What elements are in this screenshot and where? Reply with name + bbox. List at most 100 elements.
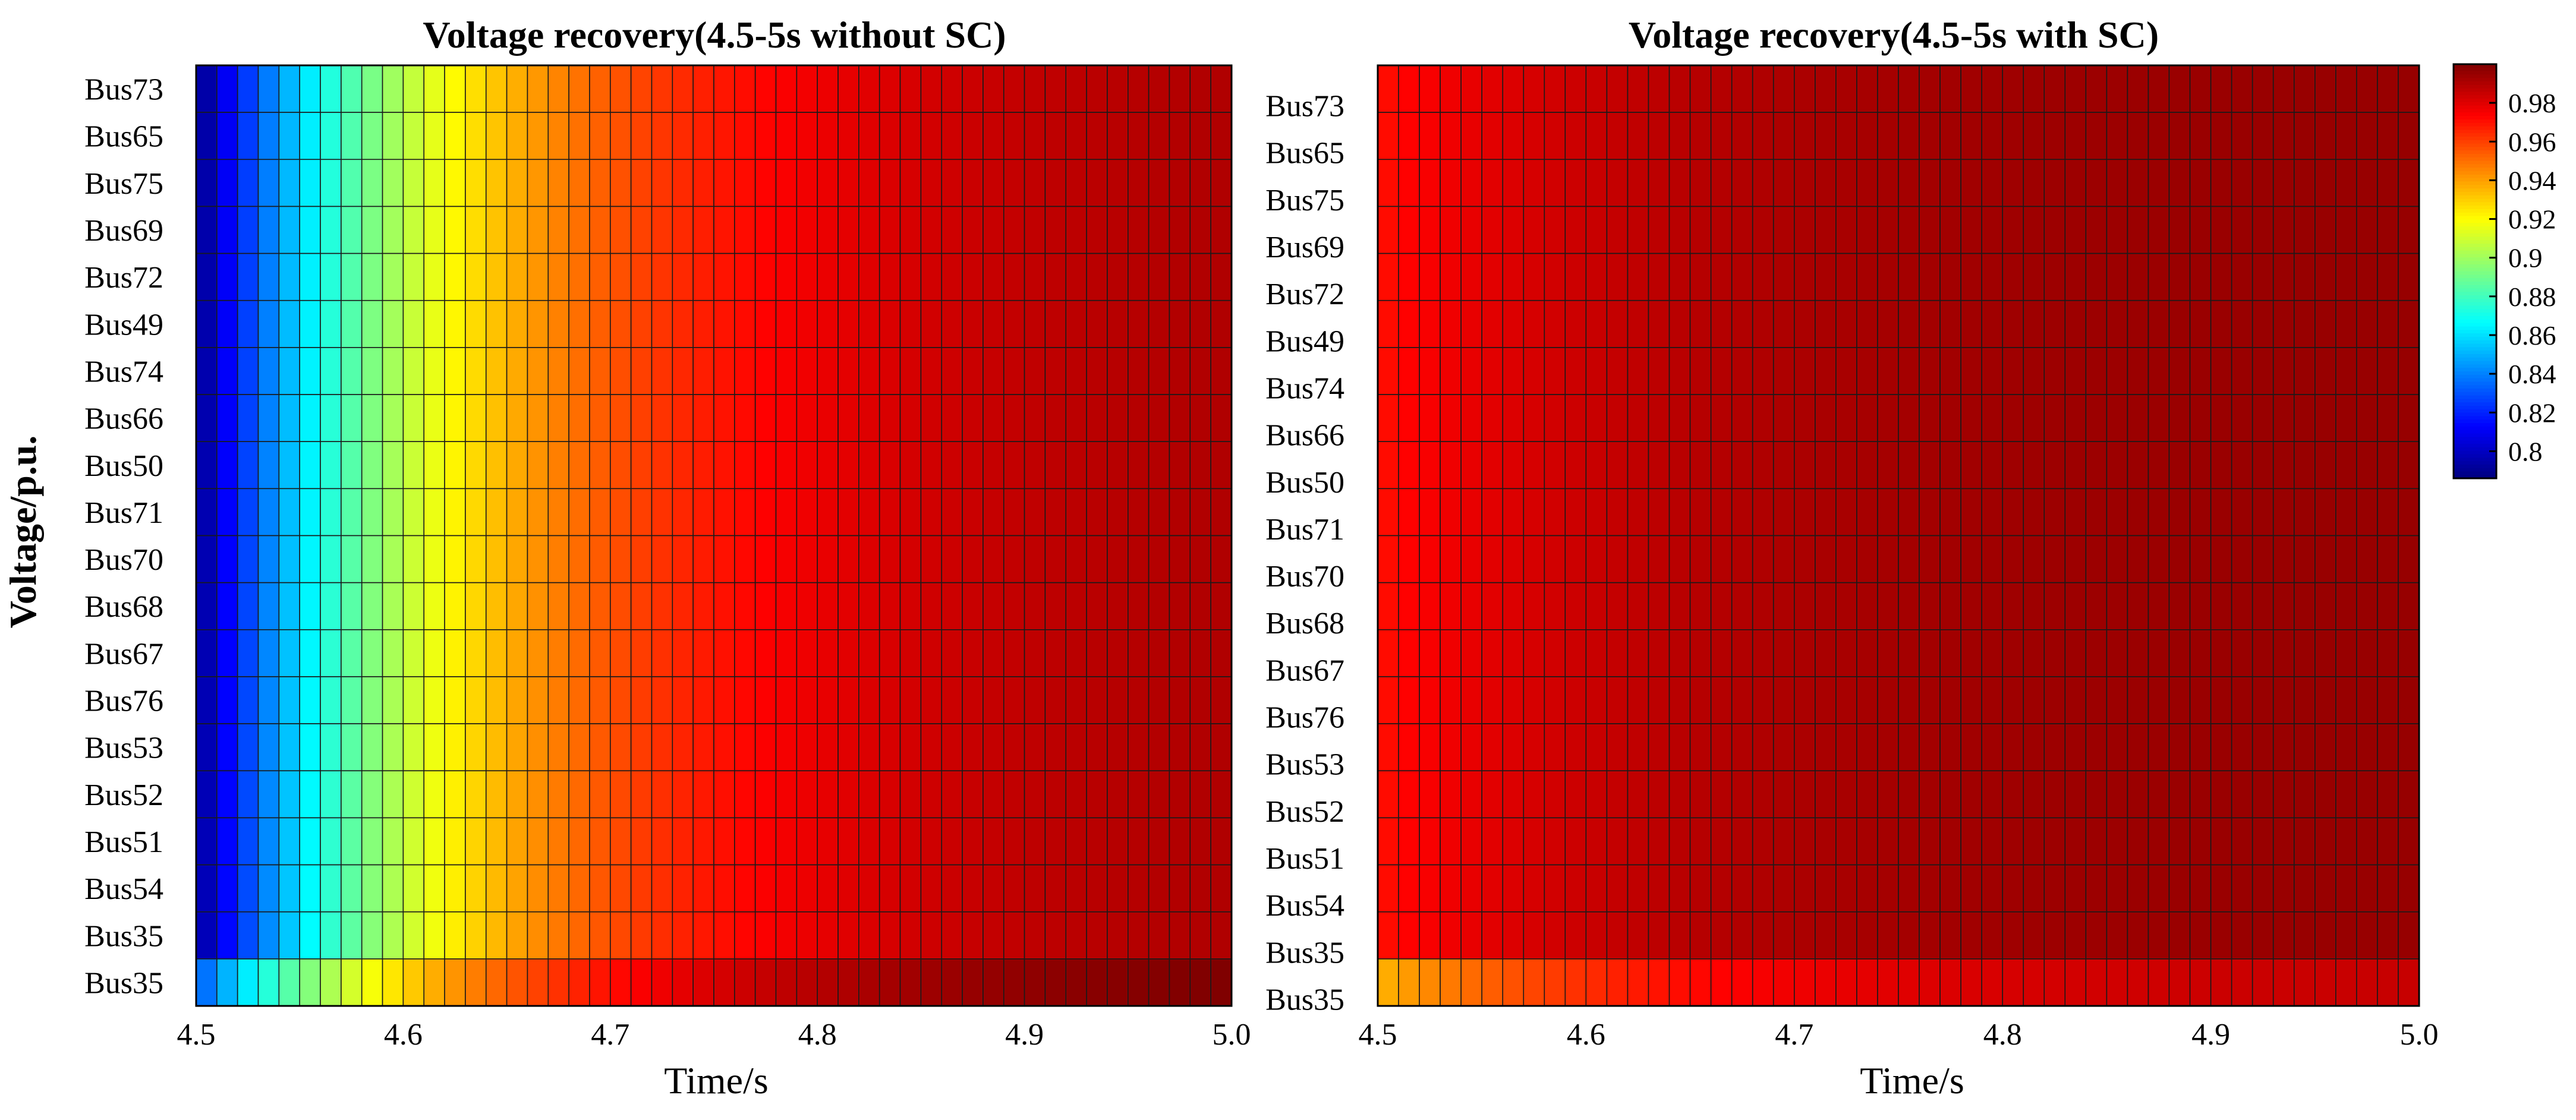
colorbar-segment <box>2454 409 2496 414</box>
right-cell <box>1648 112 1670 160</box>
right-cell <box>1564 347 1587 395</box>
right-cell <box>1502 441 1525 490</box>
colorbar-segment <box>2454 95 2496 99</box>
left-cell <box>713 676 735 724</box>
right-cell <box>2127 347 2149 395</box>
colorbar-segment <box>2454 191 2496 196</box>
right-cell <box>1377 629 1399 677</box>
right-cell <box>2064 488 2087 537</box>
right-cell <box>2023 723 2045 772</box>
colorbar-segment <box>2454 188 2496 193</box>
left-cell <box>754 676 777 724</box>
left-cell <box>1107 958 1129 1007</box>
left-cell <box>962 582 984 630</box>
right-cell <box>2210 65 2232 113</box>
right-cell <box>1564 112 1587 160</box>
left-cell <box>320 347 342 395</box>
right-cell <box>1668 394 1691 442</box>
left-cell <box>610 864 632 913</box>
left-cell <box>775 629 798 677</box>
left-cell <box>1086 394 1108 442</box>
right-cell <box>1523 112 1545 160</box>
colorbar-segment <box>2454 468 2496 472</box>
right-cell <box>1398 253 1420 301</box>
left-cell <box>382 347 404 395</box>
right-cell <box>2106 206 2128 254</box>
right-cell <box>1689 629 1712 677</box>
right-cell <box>1877 723 1899 772</box>
left-cell <box>320 441 342 490</box>
right-cell <box>2398 817 2420 866</box>
right-cell <box>2251 347 2274 395</box>
left-cell <box>941 112 963 160</box>
left-cell <box>692 159 714 207</box>
right-cell <box>2085 206 2108 254</box>
left-cell <box>651 65 673 113</box>
left-cell <box>1210 253 1232 301</box>
left-cell <box>320 864 342 913</box>
right-cell <box>1544 770 1566 819</box>
right-cell <box>2043 159 2066 207</box>
right-cell <box>1856 206 1878 254</box>
left-cell <box>837 958 859 1007</box>
right-cell <box>2064 112 2087 160</box>
left-cell <box>299 253 321 301</box>
right-cell <box>1564 582 1587 630</box>
right-cell <box>2335 299 2357 348</box>
right-cell <box>2002 723 2024 772</box>
left-cell <box>610 253 632 301</box>
left-cell <box>899 864 922 913</box>
right-cell <box>1502 629 1525 677</box>
colorbar-segment <box>2454 302 2496 307</box>
right-cell <box>1689 394 1712 442</box>
left-cell <box>506 488 528 537</box>
left-cell <box>837 441 859 490</box>
right-cell <box>1794 817 1816 866</box>
left-cell <box>402 394 425 442</box>
left-cell <box>299 488 321 537</box>
left-cell <box>610 394 632 442</box>
right-cell <box>2023 488 2045 537</box>
left-cell <box>1044 394 1067 442</box>
right-cell <box>2231 206 2253 254</box>
right-cell <box>1960 112 1982 160</box>
left-cell <box>713 582 735 630</box>
left-cell <box>423 535 445 583</box>
left-cell <box>1128 770 1150 819</box>
left-cell <box>1189 723 1211 772</box>
left-cell <box>941 347 963 395</box>
left-cell <box>465 817 487 866</box>
right-cell <box>2106 535 2128 583</box>
right-cell <box>2314 723 2336 772</box>
right-cell <box>1835 676 1857 724</box>
colorbar-segment <box>2454 357 2496 362</box>
right-cell <box>2377 535 2399 583</box>
right-x-tick-label: 5.0 <box>2400 1018 2439 1052</box>
left-cell <box>713 159 735 207</box>
left-cell <box>817 723 839 772</box>
right-cell <box>1919 535 1941 583</box>
left-cell <box>423 394 445 442</box>
right-cell <box>1460 112 1482 160</box>
right-cell <box>1585 676 1608 724</box>
left-row-label: Bus54 <box>84 872 163 906</box>
left-cell <box>320 817 342 866</box>
right-cell <box>1648 206 1670 254</box>
right-cell <box>2085 864 2108 913</box>
right-cell <box>2272 911 2295 960</box>
left-cell <box>1128 394 1150 442</box>
right-cell <box>1877 911 1899 960</box>
right-cell <box>2314 299 2336 348</box>
right-cell <box>1939 958 1961 1007</box>
left-row-label: Bus52 <box>84 778 163 812</box>
left-cell <box>237 347 259 395</box>
left-cell <box>920 488 943 537</box>
right-cell <box>2210 723 2232 772</box>
right-cell <box>1856 676 1878 724</box>
left-cell <box>361 911 383 960</box>
right-cell <box>2168 441 2191 490</box>
right-cell <box>2127 911 2149 960</box>
right-cell <box>1981 535 2003 583</box>
left-cell <box>1210 488 1232 537</box>
left-cell <box>1148 253 1170 301</box>
